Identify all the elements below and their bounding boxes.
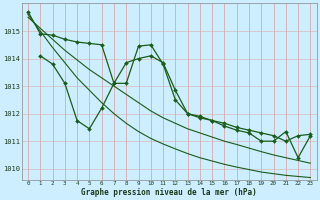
X-axis label: Graphe pression niveau de la mer (hPa): Graphe pression niveau de la mer (hPa) (81, 188, 257, 197)
